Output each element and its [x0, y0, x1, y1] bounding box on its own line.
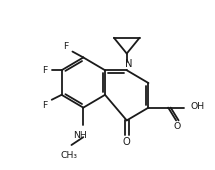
- Text: O: O: [123, 137, 131, 147]
- Text: F: F: [42, 101, 48, 110]
- Text: O: O: [174, 122, 181, 131]
- Text: N: N: [125, 59, 132, 69]
- Text: OH: OH: [191, 102, 205, 111]
- Text: NH: NH: [74, 131, 87, 140]
- Text: F: F: [42, 66, 48, 75]
- Text: CH₃: CH₃: [61, 151, 78, 160]
- Text: F: F: [63, 42, 68, 51]
